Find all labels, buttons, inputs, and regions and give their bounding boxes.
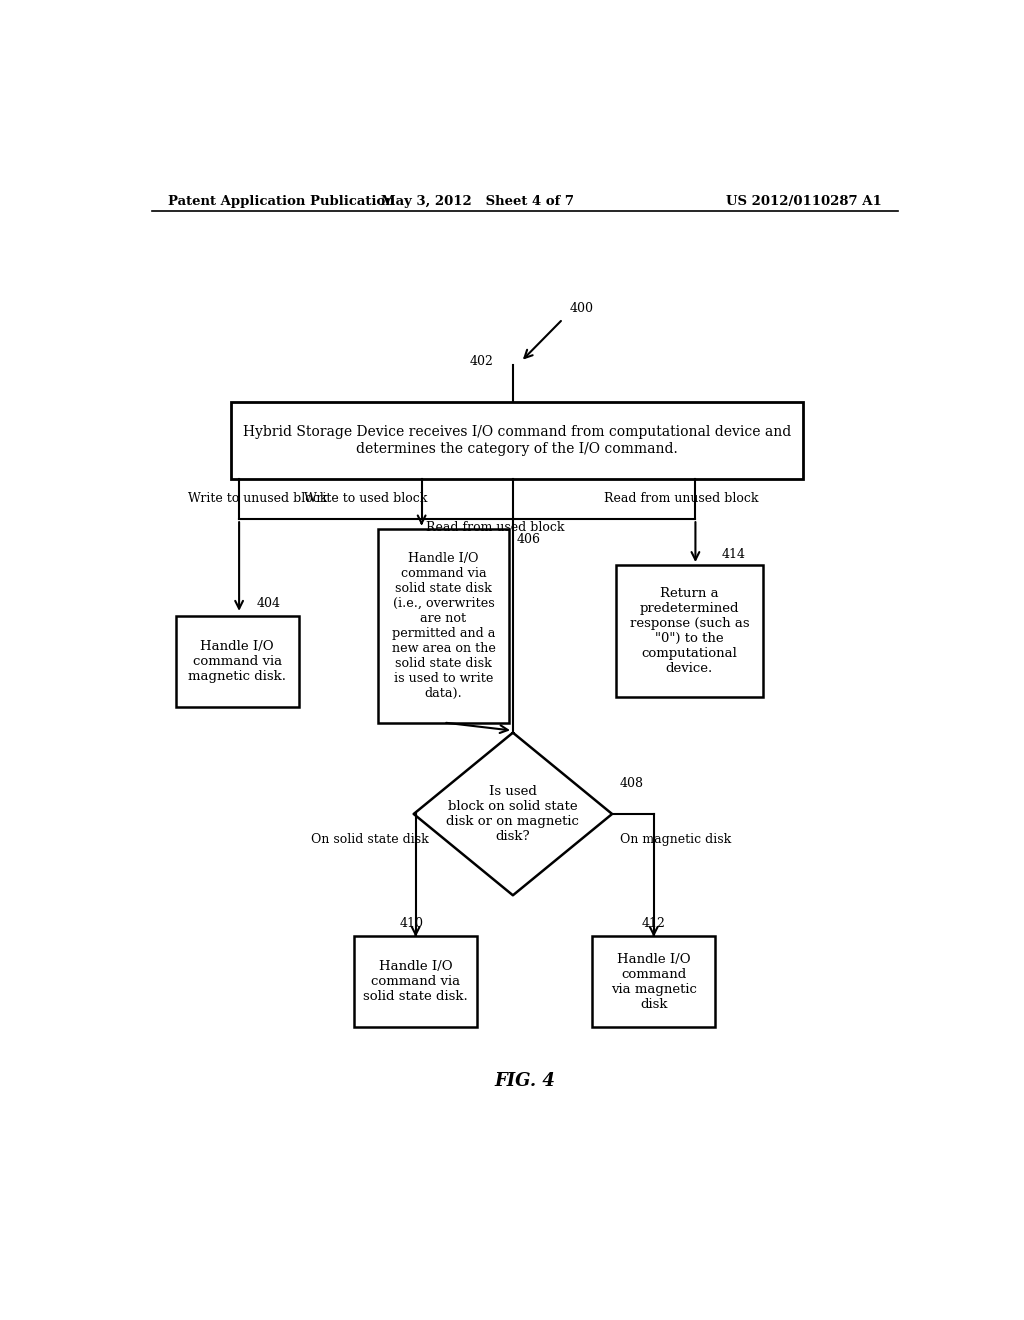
Text: Write to used block: Write to used block [304, 492, 428, 506]
Text: Read from used block: Read from used block [426, 521, 564, 533]
FancyBboxPatch shape [592, 936, 715, 1027]
Text: On solid state disk: On solid state disk [310, 833, 428, 846]
FancyBboxPatch shape [176, 615, 299, 708]
Text: Write to unused block: Write to unused block [187, 492, 327, 506]
Text: 410: 410 [399, 917, 424, 931]
Text: Handle I/O
command via
magnetic disk.: Handle I/O command via magnetic disk. [188, 640, 286, 682]
FancyBboxPatch shape [616, 565, 763, 697]
Text: Hybrid Storage Device receives I/O command from computational device and
determi: Hybrid Storage Device receives I/O comma… [243, 425, 791, 455]
FancyBboxPatch shape [231, 403, 803, 479]
Text: Patent Application Publication: Patent Application Publication [168, 194, 394, 207]
FancyBboxPatch shape [378, 529, 509, 722]
Text: Handle I/O
command
via magnetic
disk: Handle I/O command via magnetic disk [611, 953, 696, 1011]
Text: 408: 408 [620, 777, 644, 789]
FancyBboxPatch shape [354, 936, 477, 1027]
Text: 412: 412 [642, 917, 666, 931]
Text: FIG. 4: FIG. 4 [495, 1072, 555, 1090]
Text: 414: 414 [721, 548, 745, 561]
Text: Return a
predetermined
response (such as
"0") to the
computational
device.: Return a predetermined response (such as… [630, 587, 750, 675]
Text: On magnetic disk: On magnetic disk [620, 833, 731, 846]
Text: May 3, 2012   Sheet 4 of 7: May 3, 2012 Sheet 4 of 7 [381, 194, 573, 207]
Text: 400: 400 [569, 302, 593, 315]
Text: Handle I/O
command via
solid state disk.: Handle I/O command via solid state disk. [364, 960, 468, 1003]
Text: Is used
block on solid state
disk or on magnetic
disk?: Is used block on solid state disk or on … [446, 785, 580, 843]
Text: Read from unused block: Read from unused block [604, 492, 759, 506]
Polygon shape [414, 733, 612, 895]
Text: 406: 406 [517, 533, 541, 546]
Text: 402: 402 [469, 355, 494, 368]
Text: US 2012/0110287 A1: US 2012/0110287 A1 [726, 194, 882, 207]
Text: Handle I/O
command via
solid state disk
(i.e., overwrites
are not
permitted and : Handle I/O command via solid state disk … [391, 552, 496, 700]
Text: 404: 404 [257, 597, 281, 610]
